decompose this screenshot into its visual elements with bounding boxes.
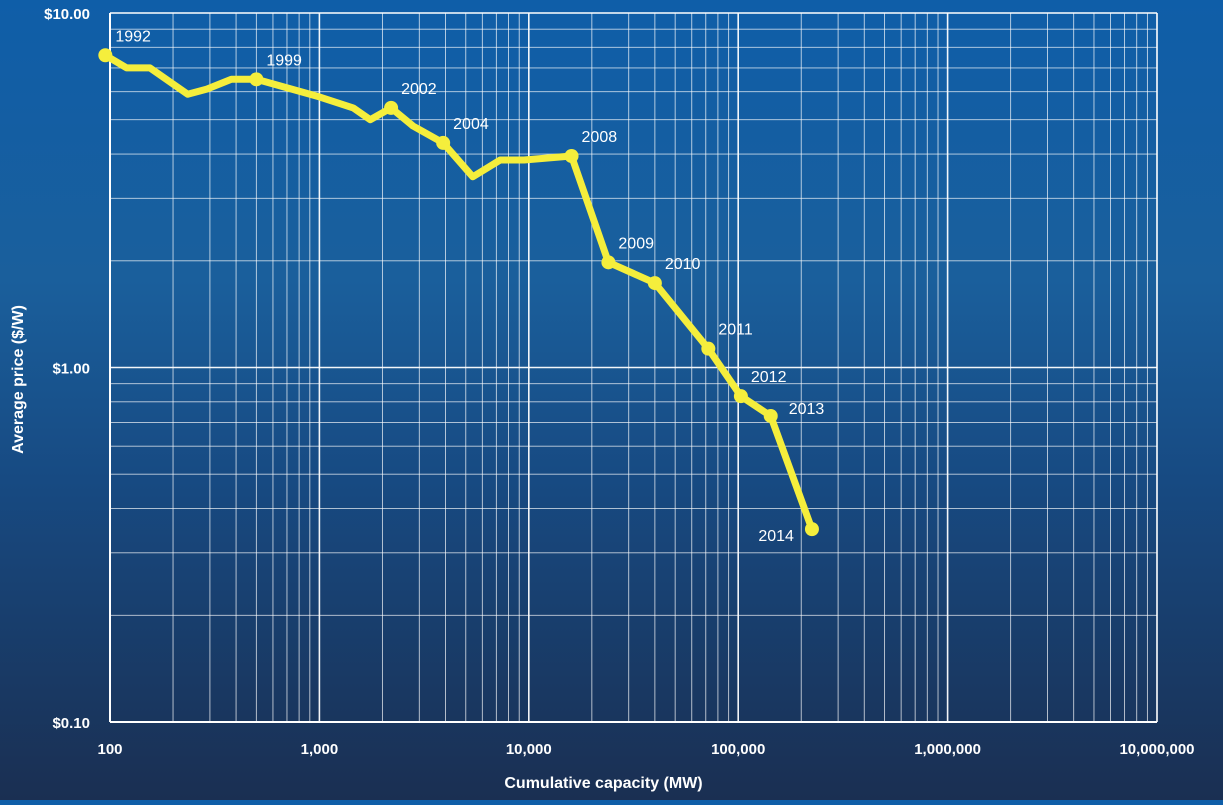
year-label: 1999 bbox=[266, 52, 302, 69]
year-label: 1992 bbox=[115, 28, 151, 45]
x-axis-title: Cumulative capacity (MW) bbox=[504, 775, 702, 792]
price-series-line bbox=[101, 51, 816, 533]
year-label: 2009 bbox=[618, 235, 654, 252]
x-tick-label: 100,000 bbox=[711, 741, 765, 758]
year-marker-dot bbox=[763, 408, 778, 423]
year-marker-dot bbox=[804, 522, 819, 537]
year-label: 2012 bbox=[751, 369, 787, 386]
y-tick-label: $0.10 bbox=[52, 715, 90, 732]
year-label: 2010 bbox=[665, 256, 701, 273]
x-tick-label: 10,000,000 bbox=[1119, 741, 1194, 758]
year-marker-dot bbox=[701, 341, 716, 356]
x-tick-label: 10,000 bbox=[506, 741, 552, 758]
year-marker-dot bbox=[249, 72, 264, 87]
year-marker-dot bbox=[98, 48, 113, 63]
year-label: 2014 bbox=[758, 528, 794, 545]
x-tick-label: 1,000 bbox=[301, 741, 339, 758]
year-marker-dot bbox=[601, 255, 616, 270]
x-tick-label: 100 bbox=[97, 741, 122, 758]
year-label: 2008 bbox=[582, 129, 618, 146]
year-marker-dot bbox=[564, 149, 579, 164]
y-tick-label: $10.00 bbox=[44, 6, 90, 23]
y-axis-title: Average price ($/W) bbox=[10, 305, 27, 454]
year-label: 2013 bbox=[789, 401, 825, 418]
year-marker-dot bbox=[384, 100, 399, 115]
year-marker-dot bbox=[733, 389, 748, 404]
x-tick-label: 1,000,000 bbox=[914, 741, 981, 758]
year-marker-dot bbox=[436, 135, 451, 150]
axis-titles: Cumulative capacity (MW) Average price (… bbox=[10, 305, 703, 792]
year-marker-dot bbox=[647, 276, 662, 291]
series-layer bbox=[101, 51, 816, 533]
year-label: 2004 bbox=[453, 116, 489, 133]
tick-labels: 100 1,000 10,000 100,000 1,000,000 10,000,000… bbox=[44, 6, 1194, 758]
year-label: 2011 bbox=[718, 322, 753, 339]
grid-lines bbox=[109, 12, 1158, 723]
year-label: 2002 bbox=[401, 81, 437, 98]
marker-layer: 1992 1999 2002 2004 2008 2009 2010 2011 20122013… bbox=[98, 28, 824, 545]
y-tick-label: $1.00 bbox=[52, 361, 90, 378]
